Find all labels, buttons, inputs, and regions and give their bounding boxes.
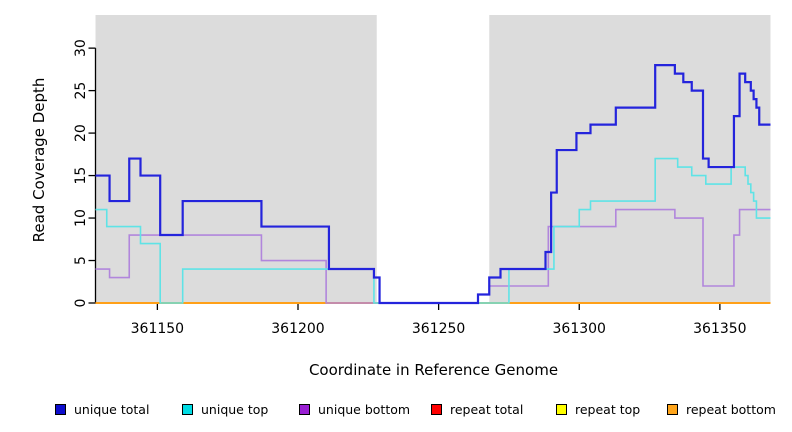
legend-swatch bbox=[182, 403, 193, 415]
legend-swatch bbox=[299, 403, 310, 415]
legend-item-repeat-total: repeat total bbox=[431, 399, 523, 419]
y-tick-label: 15 bbox=[73, 167, 89, 185]
x-tick-label: 361250 bbox=[412, 321, 465, 337]
legend-swatch bbox=[431, 403, 442, 415]
x-tick-label: 361150 bbox=[131, 321, 184, 337]
legend-item-unique-top: unique top bbox=[182, 399, 268, 419]
legend-item-repeat-bottom: repeat bottom bbox=[667, 399, 776, 419]
y-tick-label: 20 bbox=[73, 124, 89, 142]
legend-item-repeat-top: repeat top bbox=[556, 399, 640, 419]
series-line-unique-bottom bbox=[95, 208, 771, 304]
legend-label: repeat total bbox=[450, 401, 524, 417]
legend-label: repeat top bbox=[575, 401, 641, 417]
x-tick-label: 361200 bbox=[271, 321, 324, 337]
legend-swatch bbox=[55, 403, 66, 415]
legend-item-unique-total: unique total bbox=[55, 399, 149, 419]
y-tick-label: 10 bbox=[73, 209, 89, 227]
series-line-unique-top bbox=[95, 157, 771, 304]
legend-swatch bbox=[556, 403, 567, 415]
y-tick-label: 5 bbox=[73, 256, 89, 265]
x-axis-title: Coordinate in Reference Genome bbox=[308, 361, 559, 379]
y-tick-label: 25 bbox=[73, 82, 89, 100]
legend-item-unique-bottom: unique bottom bbox=[299, 399, 410, 419]
legend-label: unique bottom bbox=[318, 401, 411, 417]
legend-label: unique top bbox=[201, 401, 269, 417]
series-line-unique-total bbox=[95, 64, 771, 305]
x-tick-label: 361300 bbox=[553, 321, 606, 337]
legend-swatch bbox=[667, 403, 678, 415]
y-axis-title: Read Coverage Depth bbox=[30, 77, 48, 243]
y-tick-label: 30 bbox=[73, 39, 89, 57]
legend-label: unique total bbox=[74, 401, 150, 417]
legend-label: repeat bottom bbox=[686, 401, 776, 417]
y-tick-label: 0 bbox=[73, 299, 89, 308]
legend: unique total unique top unique bottom repea… bbox=[0, 399, 792, 423]
x-tick-label: 361350 bbox=[693, 321, 746, 337]
masked-gap-region bbox=[376, 15, 490, 303]
